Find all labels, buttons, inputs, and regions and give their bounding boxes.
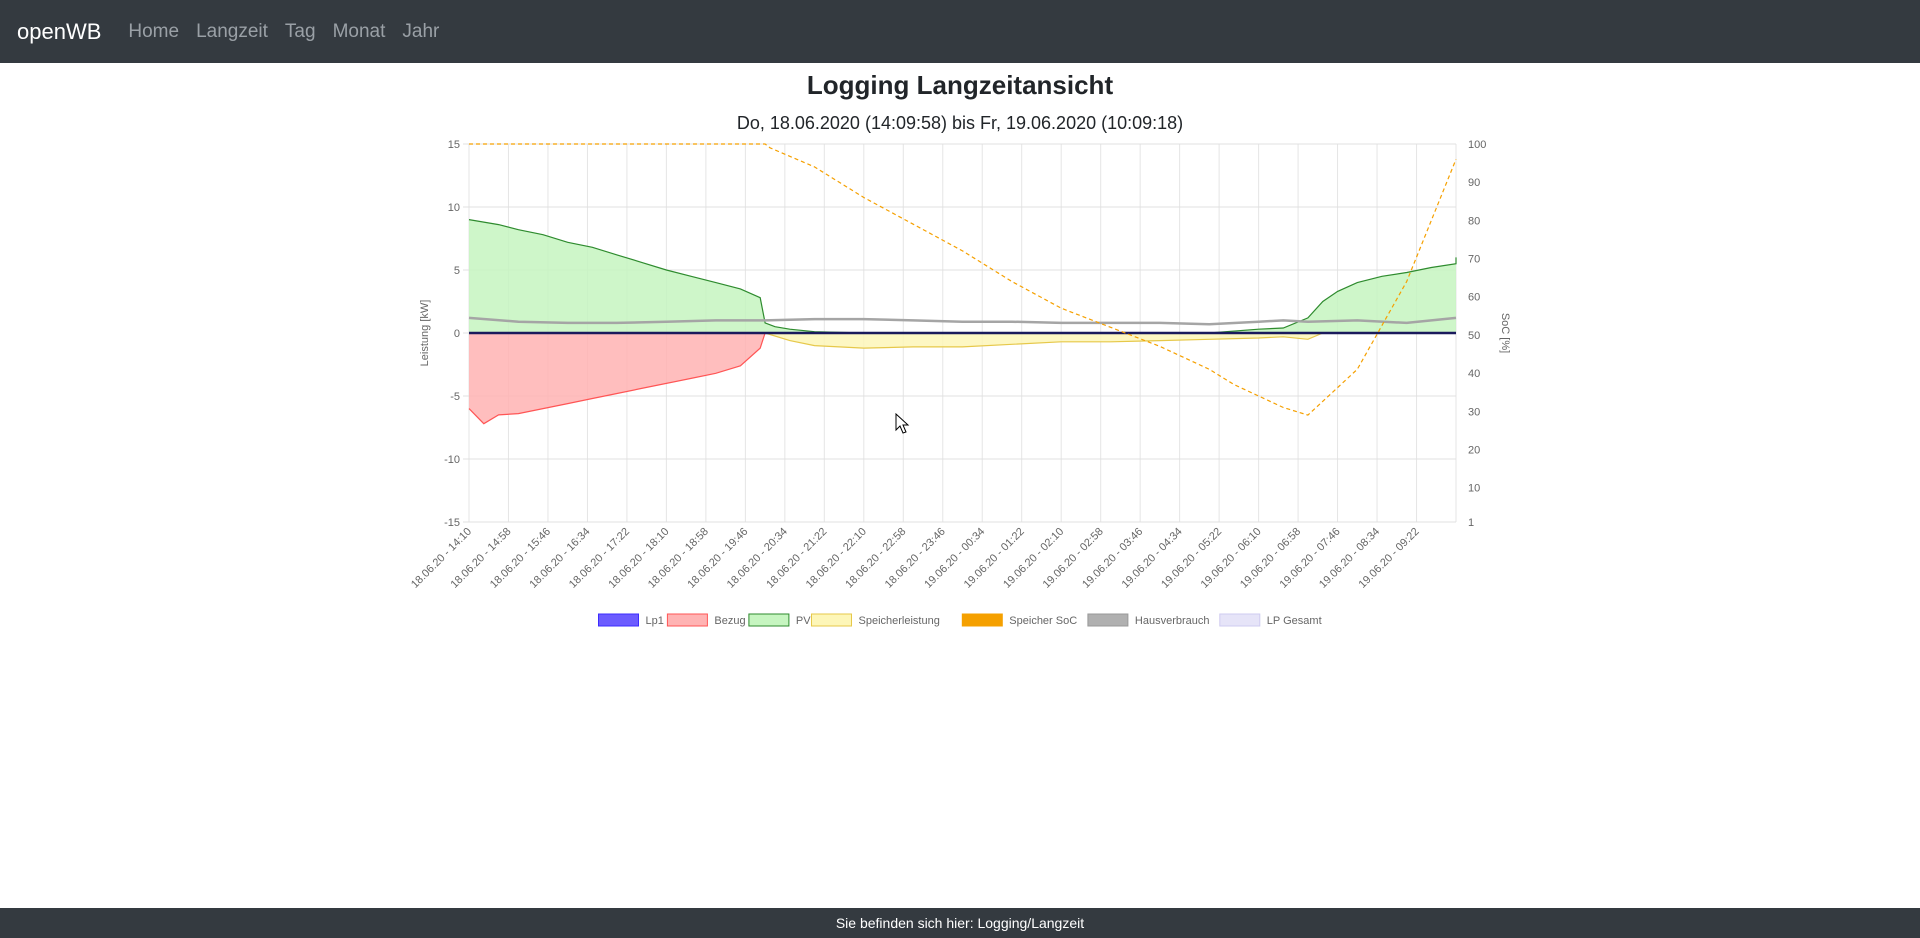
legend-label: PV — [796, 615, 811, 627]
y2-tick-label: 70 — [1468, 254, 1480, 266]
pv-area — [469, 219, 1456, 333]
y-tick-label: 15 — [448, 139, 460, 151]
legend-swatch — [666, 613, 708, 627]
y-tick-label: 5 — [454, 265, 460, 277]
bezug-area — [469, 333, 766, 424]
legend-swatch — [1219, 613, 1261, 627]
speicherleistung-area-line — [764, 332, 1324, 349]
bezug-area-line — [468, 332, 766, 425]
y2-tick-label: 50 — [1468, 330, 1480, 342]
y2-tick-label: 1 — [1468, 517, 1474, 529]
y-tick-label: -15 — [444, 517, 460, 529]
footer-breadcrumb: Sie befinden sich hier: Logging/Langzeit — [0, 908, 1920, 938]
power-chart[interactable]: 151050-5-10-151009080706050403020101Leis… — [0, 0, 1920, 640]
legend-label: Bezug — [714, 615, 745, 627]
y2-tick-label: 80 — [1468, 215, 1480, 227]
nav-monat-link[interactable]: Monat — [332, 20, 386, 42]
y-tick-label: -5 — [450, 391, 460, 403]
legend-label: Hausverbrauch — [1135, 615, 1210, 627]
legend-swatch — [598, 613, 639, 627]
nav-tag-link[interactable]: Tag — [284, 20, 316, 42]
y-tick-label: 0 — [454, 328, 460, 340]
legend-label: LP Gesamt — [1267, 615, 1322, 627]
page-subtitle: Do, 18.06.2020 (14:09:58) bis Fr, 19.06.… — [736, 113, 1184, 133]
page-title: Logging Langzeitansicht — [806, 70, 1114, 100]
y2-tick-label: 60 — [1468, 292, 1480, 304]
nav-home-link[interactable]: Home — [128, 20, 180, 42]
nav-langzeit-link[interactable]: Langzeit — [196, 20, 268, 42]
y2-tick-label: 10 — [1468, 483, 1480, 495]
y2-tick-label: 90 — [1468, 177, 1480, 189]
y-tick-label: 10 — [448, 202, 460, 214]
legend-swatch — [961, 613, 1003, 627]
y2-tick-label: 100 — [1468, 139, 1486, 151]
legend-label: Speicherleistung — [859, 615, 940, 627]
y-axis-title: Leistung [kW] — [419, 300, 431, 367]
legend-swatch — [748, 613, 790, 627]
y2-tick-label: 30 — [1468, 406, 1480, 418]
mouse-cursor-icon — [895, 413, 910, 434]
y2-tick-label: 20 — [1468, 444, 1480, 456]
brand-logo[interactable]: openWB — [17, 18, 102, 44]
legend-swatch — [811, 613, 852, 627]
speicherleistung-area — [765, 333, 1323, 349]
speicher-soc-line — [469, 143, 1457, 416]
legend-label: Lp1 — [646, 615, 664, 627]
top-navbar: openWB Home Langzeit Tag Monat Jahr — [0, 0, 1920, 63]
y2-tick-label: 40 — [1468, 368, 1480, 380]
y2-axis-title: SoC [%] — [1499, 313, 1511, 353]
nav-jahr-link[interactable]: Jahr — [402, 20, 440, 42]
y-tick-label: -10 — [444, 454, 460, 466]
legend-swatch — [1087, 613, 1129, 627]
hausverbrauch-line — [468, 316, 1457, 326]
legend-label: Speicher SoC — [1009, 615, 1077, 627]
